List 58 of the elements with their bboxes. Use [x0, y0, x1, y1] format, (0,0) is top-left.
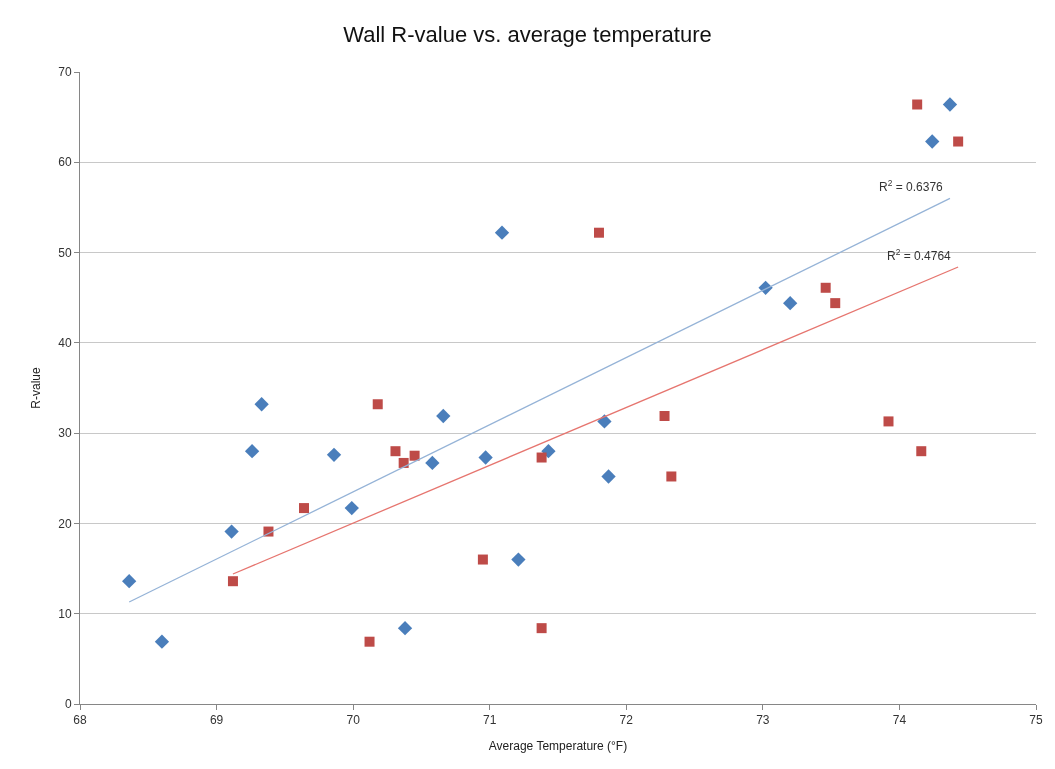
chart-title: Wall R-value vs. average temperature: [343, 22, 712, 48]
point: [477, 554, 488, 565]
point: [912, 99, 923, 110]
point: [925, 134, 940, 149]
point: [820, 282, 831, 293]
point: [916, 446, 927, 457]
point: [364, 636, 375, 647]
point: [783, 295, 798, 311]
point: [254, 397, 269, 412]
y-tick-label: 70: [58, 65, 72, 80]
point: [326, 447, 342, 462]
point: [224, 524, 239, 539]
point: [536, 452, 547, 463]
point: [593, 227, 604, 238]
point: [597, 414, 612, 429]
y-tick-label: 0: [64, 697, 72, 712]
x-tick-label: 68: [73, 713, 87, 728]
point: [436, 408, 451, 424]
point: [942, 97, 958, 112]
x-tick-label: 72: [619, 713, 634, 728]
point: [511, 552, 526, 567]
point: [666, 471, 677, 482]
x-tick-label: 69: [209, 713, 224, 728]
y-tick-label: 50: [58, 245, 72, 260]
point: [494, 225, 510, 240]
point: [298, 503, 309, 514]
y-tick-label: 30: [58, 426, 72, 441]
y-tick-label: 10: [58, 606, 72, 621]
point: [344, 500, 359, 516]
point: [536, 623, 547, 634]
point: [227, 576, 238, 587]
point: [154, 634, 170, 649]
y-tick-label: 40: [58, 336, 72, 351]
point: [409, 450, 420, 461]
point: [659, 410, 670, 421]
point: [883, 416, 894, 427]
y-tick-label: 60: [58, 155, 72, 170]
annotation: R$^{2}$ = 0.6376: [879, 178, 944, 195]
point: [830, 298, 841, 309]
point: [397, 621, 413, 636]
point: [953, 136, 964, 147]
point: [372, 399, 383, 410]
x-tick-label: 71: [483, 713, 497, 728]
y-tick-label: 20: [58, 516, 72, 531]
y-axis-title: R-value: [28, 367, 43, 409]
point: [122, 574, 137, 589]
x-tick-label: 74: [892, 713, 907, 728]
x-tick-label: 75: [1029, 713, 1043, 728]
annotation: R$^{2}$ = 0.4764: [887, 247, 952, 264]
point: [244, 444, 260, 459]
x-axis-title: Average Temperature (°F): [488, 739, 628, 754]
x-tick-label: 73: [756, 713, 770, 728]
point: [601, 469, 616, 484]
point: [425, 455, 440, 471]
point: [541, 444, 556, 459]
point: [390, 446, 401, 457]
point: [478, 450, 493, 465]
x-tick-label: 70: [346, 713, 361, 728]
